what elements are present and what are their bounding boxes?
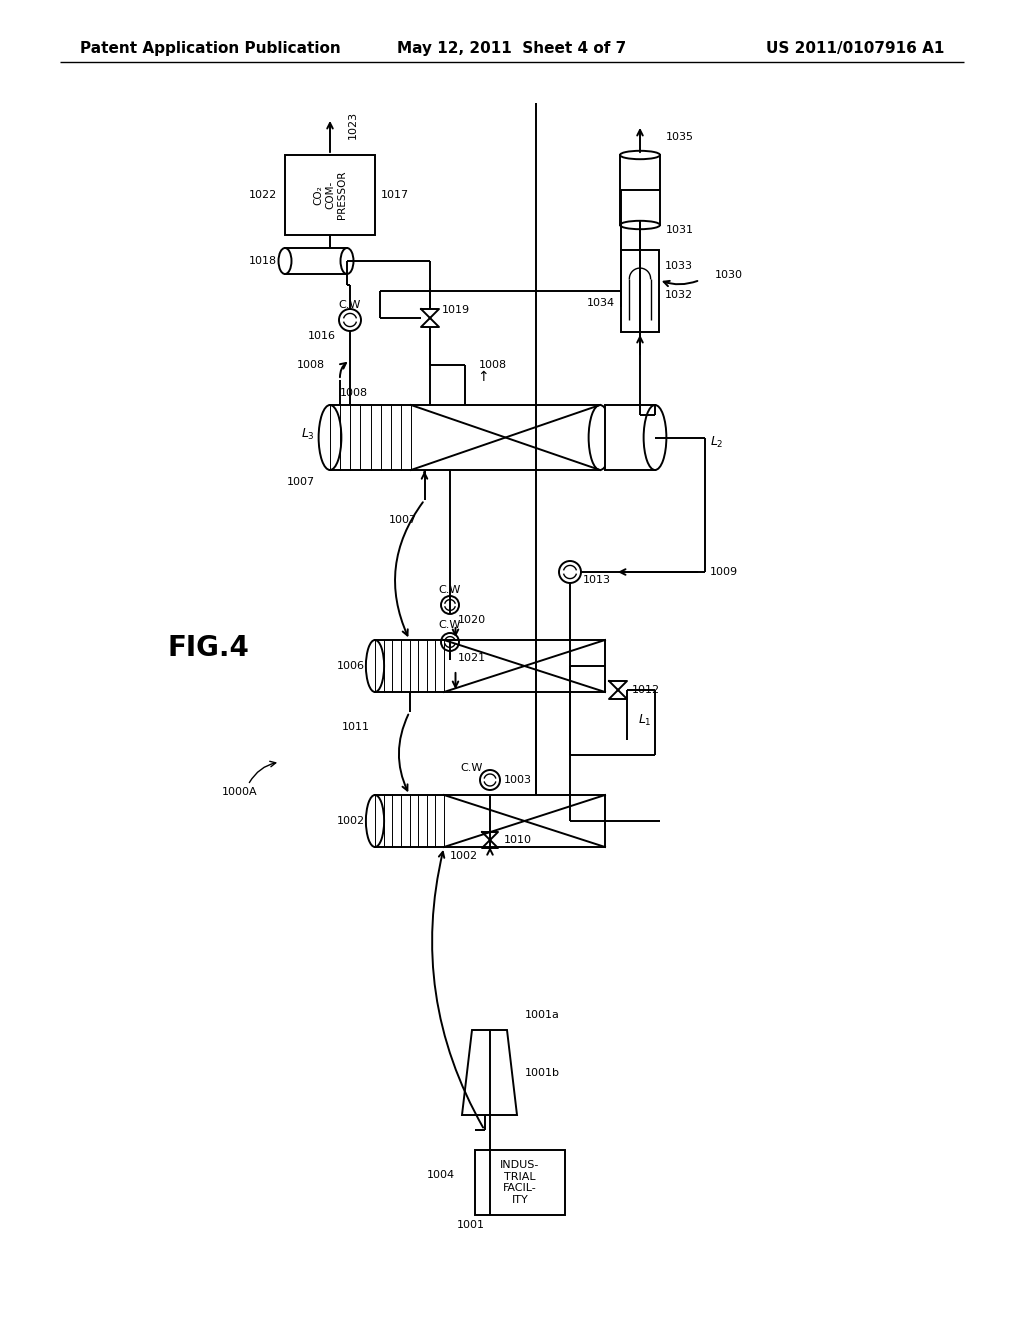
Text: 1008: 1008 — [297, 360, 325, 370]
Text: $L_2$: $L_2$ — [710, 436, 724, 450]
Text: 1016: 1016 — [308, 331, 336, 341]
Ellipse shape — [589, 405, 611, 470]
Ellipse shape — [620, 220, 660, 230]
Text: 1003: 1003 — [504, 775, 532, 785]
Text: FIG.4: FIG.4 — [168, 634, 250, 663]
Text: CO₂
COM-
PRESSOR: CO₂ COM- PRESSOR — [313, 170, 346, 219]
Text: 1020: 1020 — [458, 615, 486, 624]
Bar — [621, 249, 659, 333]
Text: 1019: 1019 — [442, 305, 470, 315]
Polygon shape — [462, 1030, 517, 1115]
Text: 1010: 1010 — [504, 836, 532, 845]
Text: 1001a: 1001a — [525, 1010, 560, 1020]
Ellipse shape — [366, 640, 384, 692]
Text: ↑: ↑ — [477, 370, 488, 384]
Text: 1033: 1033 — [665, 261, 693, 272]
Text: 1001: 1001 — [457, 1220, 485, 1230]
Text: 1011: 1011 — [342, 722, 370, 733]
Text: 1000A: 1000A — [222, 787, 258, 797]
Text: 1034: 1034 — [587, 298, 615, 309]
Bar — [375, 795, 605, 847]
Bar — [605, 405, 655, 470]
Bar — [475, 1150, 565, 1214]
Text: 1009: 1009 — [710, 568, 738, 577]
Text: INDUS-
TRIAL
FACIL-
ITY: INDUS- TRIAL FACIL- ITY — [501, 1160, 540, 1205]
Text: 1002: 1002 — [337, 816, 365, 826]
Text: 1013: 1013 — [583, 576, 611, 585]
Text: US 2011/0107916 A1: US 2011/0107916 A1 — [766, 41, 944, 55]
Text: 1008: 1008 — [340, 388, 368, 399]
Text: $L_1$: $L_1$ — [638, 713, 651, 727]
Text: 1022: 1022 — [249, 190, 278, 201]
Text: C.W: C.W — [460, 763, 482, 774]
Text: 1032: 1032 — [665, 290, 693, 300]
Text: 1007: 1007 — [388, 515, 417, 525]
Text: 1001b: 1001b — [525, 1068, 560, 1077]
Bar — [285, 154, 375, 235]
Text: $L_3$: $L_3$ — [301, 426, 315, 442]
Text: Patent Application Publication: Patent Application Publication — [80, 41, 341, 55]
Text: C.W: C.W — [339, 300, 361, 310]
Text: 1031: 1031 — [666, 224, 694, 235]
Ellipse shape — [644, 405, 667, 470]
Bar — [375, 640, 605, 692]
Ellipse shape — [341, 248, 353, 275]
Ellipse shape — [620, 150, 660, 160]
Bar — [620, 154, 660, 224]
Text: 1030: 1030 — [715, 271, 743, 280]
Text: 1006: 1006 — [337, 661, 365, 671]
Text: C.W: C.W — [439, 620, 461, 630]
Ellipse shape — [279, 248, 292, 275]
Text: 1008: 1008 — [479, 360, 507, 370]
Text: 1018: 1018 — [249, 256, 278, 267]
Text: 1007: 1007 — [287, 477, 315, 487]
Text: 1004: 1004 — [426, 1170, 455, 1180]
Text: 1002: 1002 — [450, 851, 478, 861]
Text: C.W: C.W — [439, 585, 461, 595]
Ellipse shape — [366, 795, 384, 847]
Text: 1017: 1017 — [381, 190, 410, 201]
Bar — [330, 405, 600, 470]
Ellipse shape — [318, 405, 341, 470]
Bar — [285, 248, 347, 275]
Text: 1021: 1021 — [458, 653, 486, 663]
Text: 1012: 1012 — [632, 685, 660, 696]
Text: 1035: 1035 — [666, 132, 694, 143]
Text: 1023: 1023 — [348, 111, 358, 139]
Text: May 12, 2011  Sheet 4 of 7: May 12, 2011 Sheet 4 of 7 — [397, 41, 627, 55]
